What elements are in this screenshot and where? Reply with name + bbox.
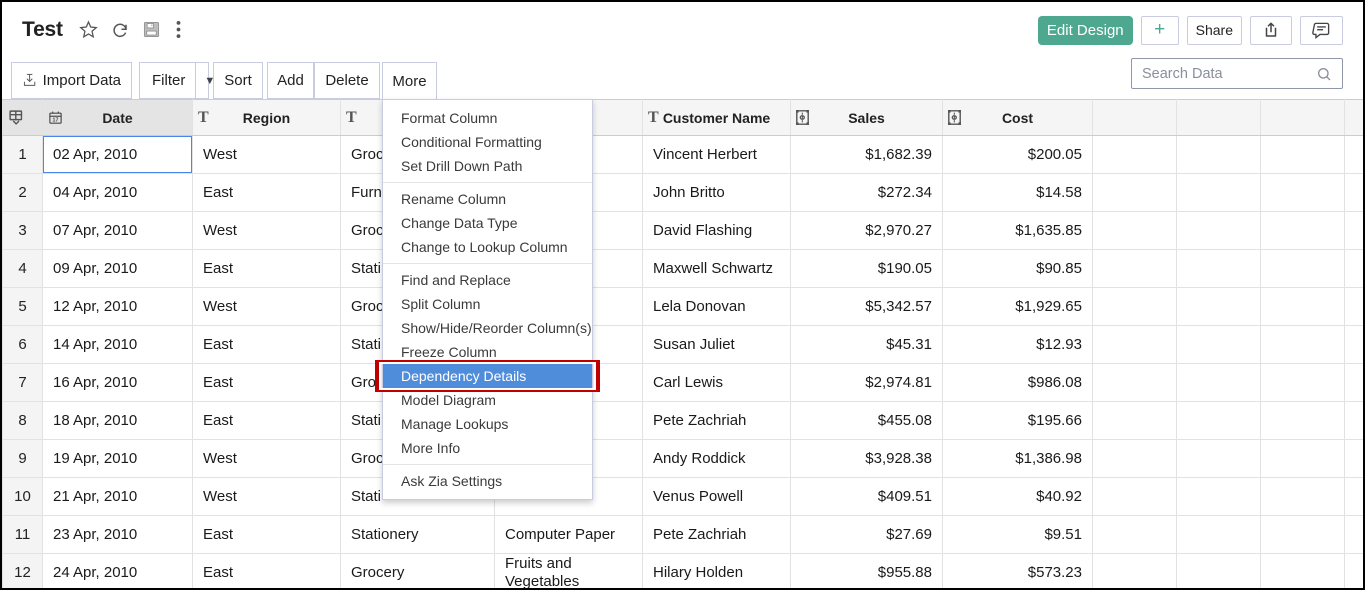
svg-text:17: 17 — [53, 117, 59, 123]
